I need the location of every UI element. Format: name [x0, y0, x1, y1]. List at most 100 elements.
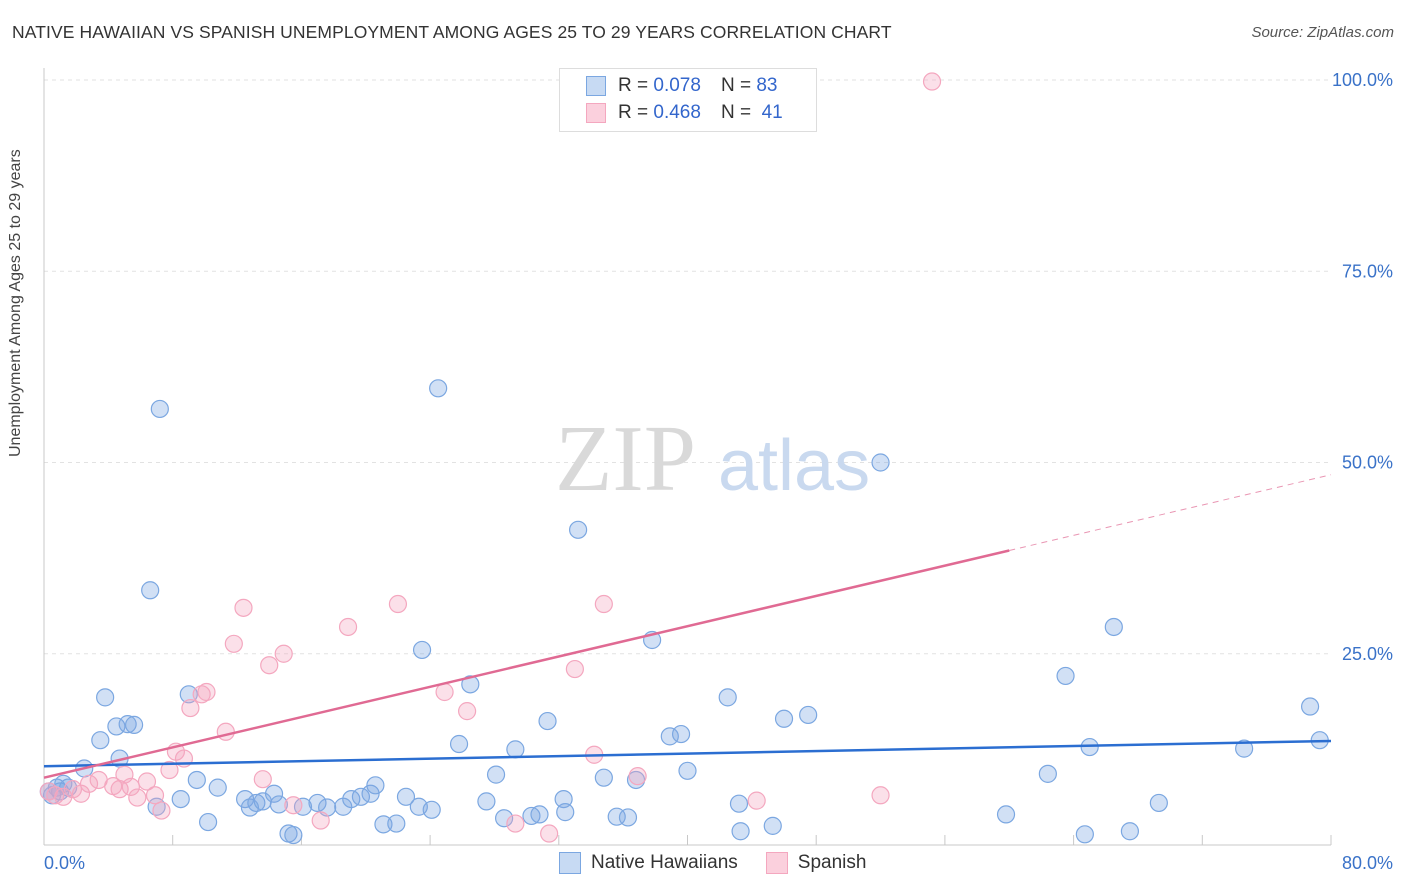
- legend-swatch-blue: [559, 852, 581, 874]
- spanish-point: [747, 791, 766, 810]
- native-hawaiians-point: [996, 805, 1016, 824]
- legend-swatch-blue: [586, 76, 606, 96]
- spanish-point: [565, 659, 584, 679]
- native-hawaiians-point: [718, 688, 737, 707]
- native-hawaiians-point: [198, 812, 218, 832]
- native-hawaiians-point: [1080, 737, 1099, 757]
- native-hawaiians-point: [150, 399, 169, 419]
- native-hawaiians-point: [763, 816, 782, 835]
- watermark-zip: ZIP: [555, 407, 696, 511]
- native-hawaiians-point: [429, 379, 448, 398]
- r-value: 0.468: [653, 102, 701, 123]
- legend-label: Spanish: [797, 852, 867, 873]
- native-hawaiians-point: [396, 787, 416, 806]
- native-hawaiians-point: [208, 778, 227, 797]
- native-hawaiians-point: [594, 768, 613, 787]
- native-hawaiians-point: [569, 520, 588, 539]
- spanish-trend-extension: [1009, 474, 1332, 551]
- series-legend: Native Hawaiians Spanish: [559, 852, 894, 874]
- native-hawaiians-point: [678, 761, 697, 780]
- stats-row-spanish: R = 0.468 N = 41: [586, 100, 783, 126]
- legend-swatch-pink: [765, 852, 788, 874]
- native-hawaiians-point: [1120, 822, 1140, 841]
- native-hawaiians-trend-line: [43, 739, 1332, 768]
- spanish-point: [274, 644, 293, 663]
- spanish-point: [192, 685, 211, 704]
- y-tick-label: 75.0%: [1342, 261, 1393, 281]
- spanish-point: [181, 698, 200, 718]
- data-points: [39, 72, 1329, 845]
- y-axis-label: Unemployment Among Ages 25 to 29 years: [7, 149, 24, 457]
- native-hawaiians-point: [556, 803, 575, 822]
- native-hawaiians-point: [118, 715, 137, 734]
- source-label: Source: ZipAtlas.com: [1251, 24, 1394, 41]
- spanish-point: [458, 702, 477, 721]
- spanish-point: [137, 772, 157, 791]
- axes: [43, 68, 1332, 846]
- native-hawaiians-point: [671, 724, 691, 744]
- native-hawaiians-point: [449, 734, 469, 754]
- native-hawaiians-point: [1300, 697, 1320, 716]
- spanish-point: [216, 722, 235, 741]
- spanish-point: [224, 634, 243, 653]
- native-hawaiians-point: [495, 809, 514, 828]
- x-tick-label: 0.0%: [44, 853, 85, 873]
- watermark-atlas: atlas: [718, 426, 870, 506]
- native-hawaiians-point: [871, 453, 890, 472]
- native-hawaiians-point: [1104, 617, 1123, 637]
- spanish-point: [253, 770, 272, 789]
- native-hawaiians-point: [366, 776, 385, 795]
- spanish-point: [284, 796, 303, 815]
- trend-lines: [43, 474, 1332, 779]
- chart-title: NATIVE HAWAIIAN VS SPANISH UNEMPLOYMENT …: [12, 22, 892, 42]
- native-hawaiians-point: [554, 789, 573, 809]
- native-hawaiians-point: [235, 789, 255, 809]
- spanish-point: [628, 767, 647, 786]
- native-hawaiians-point: [1235, 739, 1254, 758]
- y-tick-label: 25.0%: [1342, 644, 1393, 664]
- spanish-point: [160, 760, 179, 780]
- spanish-point: [128, 788, 147, 807]
- native-hawaiians-point: [412, 640, 432, 660]
- native-hawaiians-point: [91, 731, 110, 750]
- spanish-point: [145, 786, 165, 805]
- native-hawaiians-point: [486, 765, 506, 784]
- native-hawaiians-point: [660, 727, 679, 746]
- native-hawaiians-point: [477, 792, 496, 811]
- spanish-point: [311, 811, 330, 830]
- y-tick-label: 50.0%: [1342, 453, 1393, 473]
- native-hawaiians-point: [1149, 793, 1168, 813]
- legend-item-native-hawaiians: Native Hawaiians: [559, 852, 738, 874]
- native-hawaiians-point: [506, 740, 525, 759]
- spanish-point: [197, 682, 216, 702]
- legend-label: Native Hawaiians: [591, 852, 738, 873]
- spanish-point: [54, 787, 73, 806]
- native-hawaiians-point: [422, 800, 441, 819]
- native-hawaiians-point: [187, 770, 206, 790]
- native-hawaiians-point: [179, 685, 198, 704]
- spanish-point: [594, 594, 613, 614]
- native-hawaiians-point: [247, 793, 266, 813]
- native-hawaiians-point: [308, 793, 327, 813]
- spanish-point: [388, 594, 408, 614]
- native-hawaiians-point: [461, 675, 480, 694]
- spanish-trend-line: [43, 549, 1010, 779]
- spanish-point: [922, 72, 942, 91]
- grid-lines: [44, 79, 1331, 655]
- native-hawaiians-point: [618, 808, 638, 827]
- n-value: 83: [756, 75, 778, 96]
- native-hawaiians-point: [1038, 764, 1057, 783]
- r-label: R =: [618, 75, 649, 96]
- spanish-point: [506, 814, 525, 833]
- r-value: 0.078: [653, 75, 701, 96]
- stats-row-native-hawaiians: R = 0.078 N = 83: [586, 73, 777, 99]
- n-label: N =: [720, 102, 752, 123]
- x-tick-label: 80.0%: [1342, 853, 1393, 873]
- native-hawaiians-point: [171, 789, 190, 809]
- native-hawaiians-point: [729, 794, 749, 813]
- spanish-point: [871, 786, 890, 805]
- spanish-point: [338, 617, 358, 637]
- native-hawaiians-point: [774, 709, 794, 728]
- tick-labels: 25.0% 50.0% 75.0% 100.0% 0.0% 80.0%: [44, 70, 1393, 873]
